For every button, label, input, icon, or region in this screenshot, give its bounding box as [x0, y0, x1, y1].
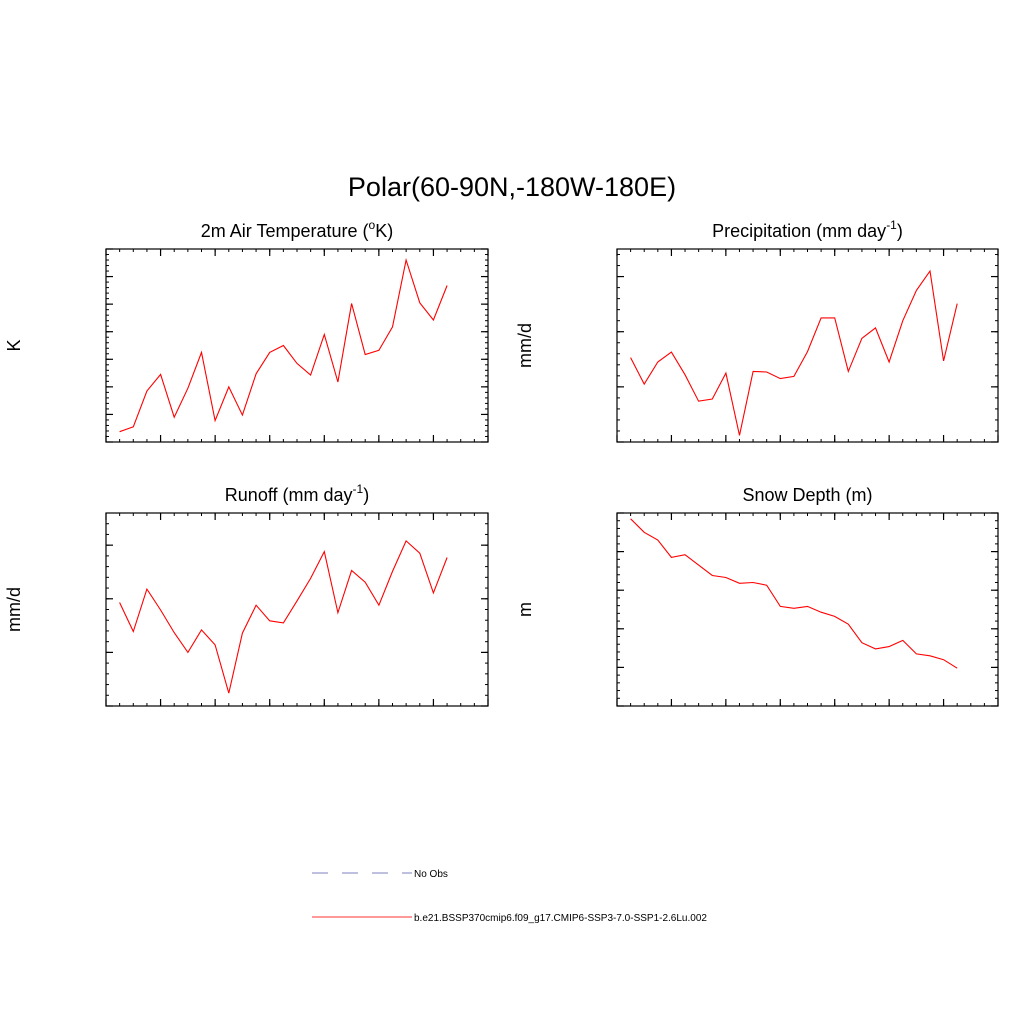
precipitation-panel: Precipitation (mm day-1) mm/d: [515, 218, 999, 443]
legend-no-obs-label: No Obs: [414, 869, 448, 880]
precipitation-series-line: [630, 269, 958, 436]
title-superscript: o: [369, 218, 376, 232]
air-temperature-title: 2m Air Temperature (oK): [201, 218, 393, 241]
snow-depth-y-axis-label: m: [515, 602, 535, 617]
title-text: 2m Air Temperature (: [201, 221, 369, 241]
title-superscript: -1: [886, 218, 897, 232]
runoff-y-axis-label: mm/d: [4, 587, 24, 632]
title-tail: K): [375, 221, 393, 241]
air-temperature-y-axis-label: K: [4, 339, 24, 351]
air-temperature-plot-frame: [105, 248, 489, 443]
snow-depth-plot-frame: [616, 512, 999, 707]
legend-model-label: b.e21.BSSP370cmip6.f09_g17.CMIP6-SSP3-7.…: [414, 913, 707, 924]
air-temperature-series-line: [119, 257, 448, 433]
air-temperature-panel: 2m Air Temperature (oK) K: [4, 218, 489, 443]
precipitation-title: Precipitation (mm day-1): [712, 218, 903, 241]
runoff-plot-frame: [105, 512, 489, 707]
title-text: Snow Depth (m): [742, 485, 872, 505]
chart-panels: 2m Air Temperature (oK) K Precipitation (m…: [4, 218, 999, 707]
snow-depth-title: Snow Depth (m): [742, 485, 872, 505]
title-tail: ): [897, 221, 903, 241]
title-text: Runoff (mm day: [225, 485, 353, 505]
title-text: Precipitation (mm day: [712, 221, 886, 241]
runoff-title: Runoff (mm day-1): [225, 482, 369, 505]
title-tail: ): [363, 485, 369, 505]
snow-depth-series-line: [630, 518, 958, 669]
page-title: Polar(60-90N,-180W-180E): [348, 172, 676, 202]
runoff-panel: Runoff (mm day-1) mm/d: [4, 482, 489, 707]
title-superscript: -1: [353, 482, 364, 496]
runoff-series-line: [119, 539, 448, 694]
snow-depth-panel: Snow Depth (m) m: [515, 485, 999, 707]
precipitation-y-axis-label: mm/d: [515, 323, 535, 368]
legend: No Obs b.e21.BSSP370cmip6.f09_g17.CMIP6-…: [312, 869, 707, 924]
